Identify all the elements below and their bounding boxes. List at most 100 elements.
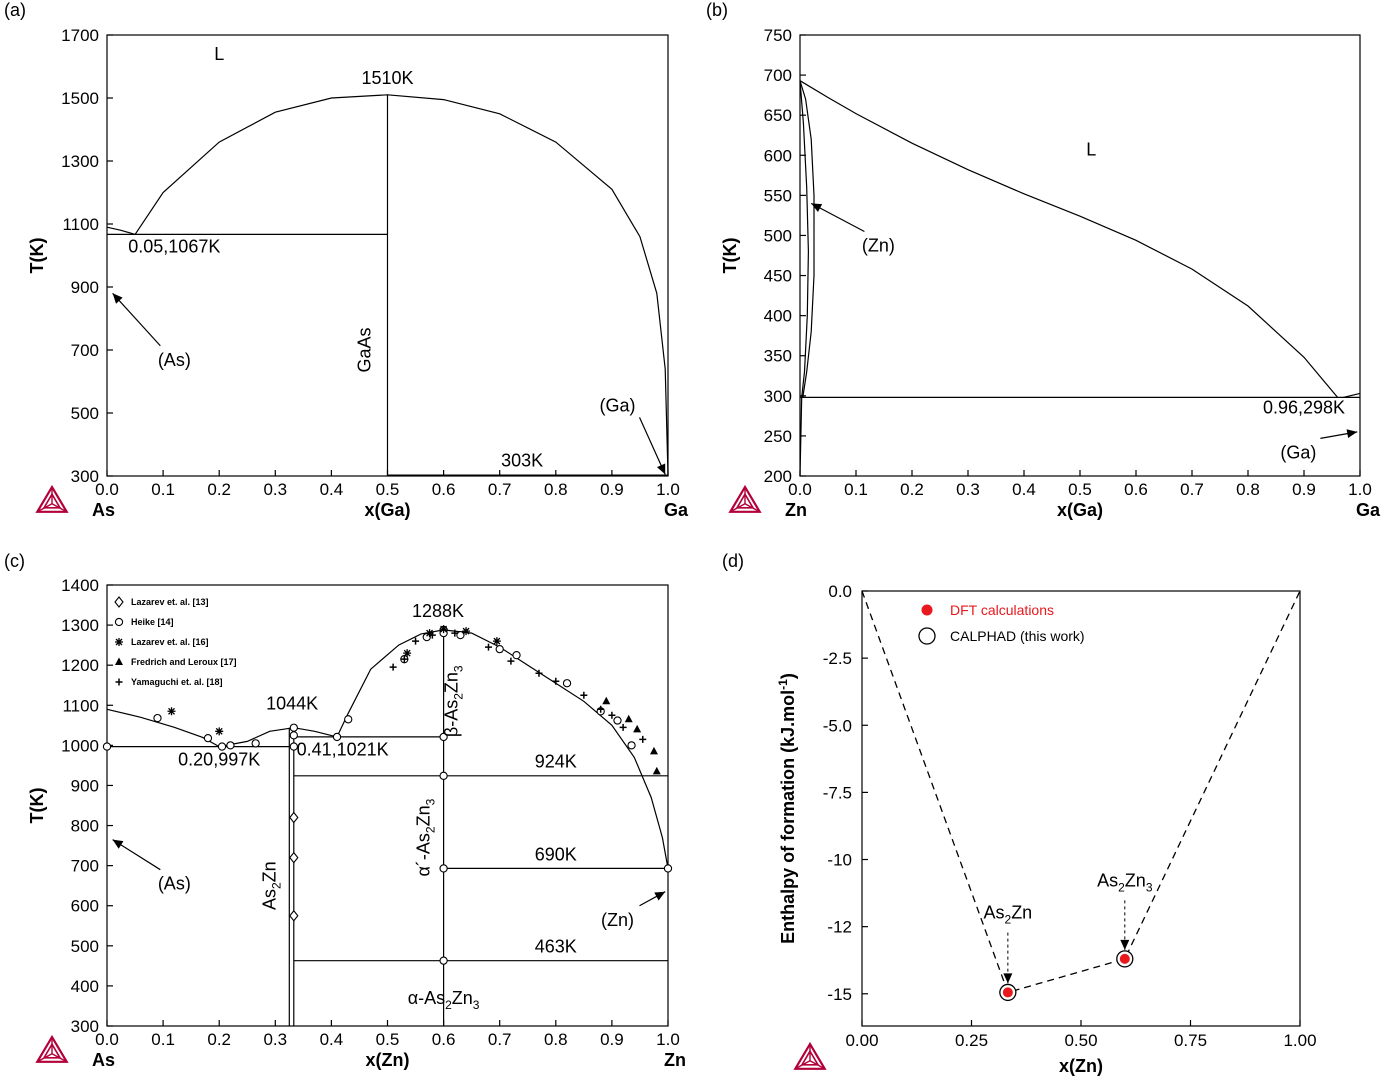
y-axis-label: Enthalpy of formation (kJ.mol-1): [776, 673, 798, 944]
right-element-label: Ga: [664, 500, 689, 520]
thermo-calc-logo-icon: [793, 1041, 827, 1070]
thermo-calc-logo-inner-icon: [735, 492, 755, 509]
experimental-point: [507, 657, 515, 665]
y-tick-label: 450: [764, 267, 792, 286]
y-tick-label: 550: [764, 186, 792, 205]
x-tick-label: 0.5: [1068, 480, 1092, 499]
experimental-point: [613, 716, 622, 725]
convex-hull-line: [861, 590, 1301, 994]
annotation-label: 0.96,298K: [1263, 397, 1345, 417]
y-tick-label: 800: [71, 817, 99, 836]
x-tick-label: 1.0: [1348, 480, 1372, 499]
arrow-head: [1346, 429, 1358, 439]
x-axis-label: x(Zn): [366, 1050, 410, 1070]
x-tick-label: 0.7: [1180, 480, 1204, 499]
arrow-head: [112, 293, 123, 304]
experimental-point: [552, 677, 560, 685]
x-tick-label: 0.9: [600, 1030, 624, 1049]
annotation-label: 0.20,997K: [178, 749, 260, 769]
x-tick-label: 0.3: [956, 480, 980, 499]
experimental-point: [462, 627, 471, 636]
phase-boundary-line: [134, 94, 669, 476]
x-tick-label: 0.9: [600, 480, 624, 499]
phase-boundary-line: [1343, 392, 1361, 398]
experimental-point: [428, 631, 436, 639]
thermo-calc-logo-inner-icon: [800, 1049, 820, 1066]
experimental-point: [633, 724, 642, 733]
annotation-label: 303K: [501, 451, 543, 471]
experimental-point: [649, 746, 658, 755]
phase-label: α-As2Zn3: [408, 988, 480, 1012]
thermo-calc-logo-line: [51, 1053, 68, 1063]
phase-boundary-line: [106, 708, 220, 748]
x-tick-label: 0.0: [95, 480, 119, 499]
x-tick-label: 0.8: [1236, 480, 1260, 499]
annotation-label: 924K: [535, 751, 577, 771]
phase-label: α´-As2Zn3: [414, 798, 438, 876]
annotation-label: (As): [158, 874, 191, 894]
x-tick-label: 0.5: [376, 480, 400, 499]
y-tick-label: 600: [764, 146, 792, 165]
annotation-label: 0.05,1067K: [128, 236, 220, 256]
x-tick-label: 0.0: [788, 480, 812, 499]
y-axis-label: T(K): [27, 788, 47, 824]
experimental-point: [439, 732, 448, 742]
y-tick-label: 700: [764, 66, 792, 85]
y-tick-label: 500: [71, 404, 99, 423]
experimental-point: [439, 625, 448, 634]
experimental-point: [289, 731, 298, 740]
y-axis-label: T(K): [27, 238, 47, 274]
y-tick-label: 400: [764, 307, 792, 326]
legend-marker: [114, 596, 124, 608]
thermo-calc-logo-line: [794, 1060, 811, 1070]
experimental-point: [602, 696, 611, 705]
experimental-point: [102, 742, 112, 751]
phase-label: As2Zn: [259, 861, 283, 910]
phase-boundary-line: [219, 727, 338, 748]
y-tick-label: 250: [764, 427, 792, 446]
panel-a: (a) 0.0 0.1 0.2 0.3 0.4 0.5 0.6 0.7 0.8 0.9 1.0 300 5…: [4, 0, 689, 520]
annotation-label: 1044K: [266, 693, 318, 713]
phase-label: β-As2Zn3: [442, 665, 466, 737]
experimental-point: [439, 956, 448, 965]
y-tick-label: -15: [827, 985, 852, 1004]
x-tick-label: 0.3: [263, 1030, 287, 1049]
thermo-calc-logo-line: [809, 1060, 826, 1070]
experimental-point: [512, 651, 521, 660]
arrow-head: [1120, 939, 1130, 950]
compound-label: As2Zn: [983, 903, 1032, 927]
x-axis-label: x(Zn): [1059, 1056, 1103, 1076]
y-tick-label: 400: [71, 977, 99, 996]
y-tick-label: 300: [71, 1017, 99, 1036]
annotation-label: L: [214, 44, 224, 64]
y-tick-label: -7.5: [823, 783, 852, 802]
experimental-point: [344, 715, 353, 724]
experimental-point: [389, 663, 397, 671]
x-tick-label: 1.00: [1283, 1031, 1316, 1050]
y-tick-label: 1200: [61, 656, 99, 675]
x-tick-label: 0.7: [488, 1030, 512, 1049]
thermo-calc-logo-icon: [728, 484, 762, 513]
experimental-point: [425, 629, 434, 638]
panel-label: (a): [4, 0, 26, 20]
y-tick-label: 1300: [61, 616, 99, 635]
y-tick-label: 700: [71, 341, 99, 360]
x-tick-label: 0.1: [844, 480, 868, 499]
experimental-point: [652, 766, 661, 775]
experimental-point: [484, 643, 492, 651]
annotation-label: 1510K: [361, 68, 413, 88]
legend-entry-calphad: CALPHAD (this work): [950, 628, 1085, 644]
arrow-head: [656, 463, 666, 475]
thermo-calc-logo-line: [51, 503, 68, 513]
experimental-point: [619, 723, 627, 731]
annotation-label: (Ga): [600, 395, 636, 415]
x-tick-label: 0.1: [151, 480, 175, 499]
experimental-point: [251, 739, 260, 748]
y-tick-label: 650: [764, 106, 792, 125]
x-axis-label: x(Ga): [364, 500, 410, 520]
arrow-head: [654, 891, 666, 901]
experimental-point: [562, 679, 572, 688]
panel-label: (d): [722, 551, 744, 571]
right-element-label: Zn: [664, 1050, 686, 1070]
experimental-point: [217, 742, 227, 751]
